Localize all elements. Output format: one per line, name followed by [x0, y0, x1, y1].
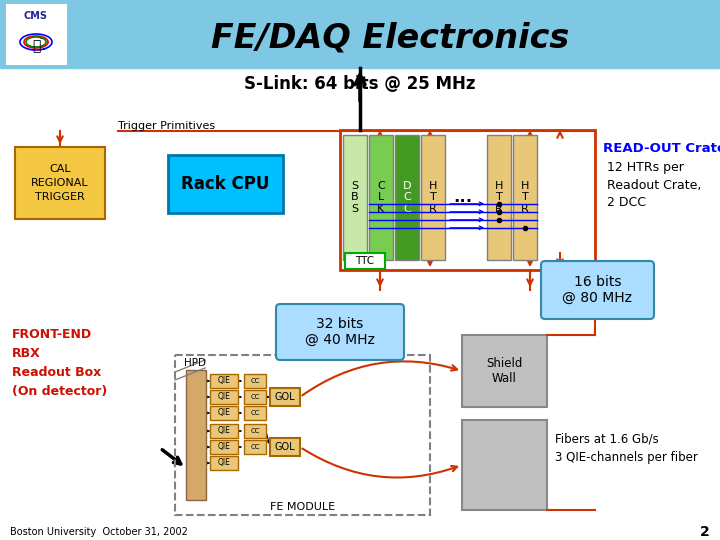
Text: H
T
R: H T R [429, 181, 437, 214]
Bar [210, 456, 238, 470]
Text: TTC: TTC [356, 256, 374, 266]
Bar [210, 424, 238, 438]
Text: Boston University  October 31, 2002: Boston University October 31, 2002 [10, 527, 188, 537]
Text: QIE: QIE [217, 408, 230, 417]
Text: QIE: QIE [217, 458, 230, 468]
Bar [395, 135, 419, 260]
Bar [270, 388, 300, 406]
Text: GOL: GOL [275, 442, 295, 452]
Text: S-Link: 64 bits @ 25 MHz: S-Link: 64 bits @ 25 MHz [244, 75, 476, 93]
Text: CC: CC [251, 410, 260, 416]
Bar [513, 135, 537, 260]
Bar [186, 370, 206, 500]
Text: CC: CC [251, 428, 260, 434]
Bar [244, 374, 266, 388]
Text: QIE: QIE [217, 442, 230, 451]
FancyBboxPatch shape [276, 304, 404, 360]
Text: 32 bits
@ 40 MHz: 32 bits @ 40 MHz [305, 317, 375, 347]
Bar [369, 135, 393, 260]
Text: S
B
S: S B S [351, 181, 359, 214]
Text: 2: 2 [701, 525, 710, 539]
Text: CAL
REGIONAL
TRIGGER: CAL REGIONAL TRIGGER [31, 164, 89, 202]
Text: HPD: HPD [184, 358, 206, 368]
Bar [270, 438, 300, 456]
Text: GOL: GOL [275, 392, 295, 402]
Bar [15, 147, 105, 219]
Bar [168, 155, 283, 213]
Text: D
C
C: D C C [402, 181, 411, 214]
Text: 🔥: 🔥 [32, 39, 40, 53]
Bar [210, 406, 238, 420]
Bar [0, 0, 720, 68]
Text: Rack CPU: Rack CPU [181, 175, 270, 193]
FancyBboxPatch shape [541, 261, 654, 319]
Bar [244, 440, 266, 454]
Text: FE/DAQ Electronics: FE/DAQ Electronics [211, 22, 569, 55]
Text: FRONT-END
RBX
Readout Box
(On detector): FRONT-END RBX Readout Box (On detector) [12, 328, 107, 398]
Bar [462, 420, 547, 510]
Bar [244, 390, 266, 404]
Bar [210, 374, 238, 388]
Text: 16 bits
@ 80 MHz: 16 bits @ 80 MHz [562, 275, 632, 305]
Text: Shield
Wall: Shield Wall [486, 357, 523, 385]
Text: Trigger Primitives: Trigger Primitives [118, 121, 215, 131]
Bar [487, 135, 511, 260]
Bar [210, 440, 238, 454]
Text: QIE: QIE [217, 427, 230, 435]
Text: H
T
R: H T R [495, 181, 503, 214]
Text: 12 HTRs per
Readout Crate,
2 DCC: 12 HTRs per Readout Crate, 2 DCC [607, 160, 701, 210]
Bar [345, 253, 385, 269]
Bar [462, 335, 547, 407]
Text: ...: ... [454, 188, 472, 206]
Text: CC: CC [251, 394, 260, 400]
Text: FE MODULE: FE MODULE [270, 502, 335, 512]
Text: H
T
R: H T R [521, 181, 529, 214]
Bar [175, 355, 430, 515]
Bar [421, 135, 445, 260]
Text: READ-OUT Crate: READ-OUT Crate [603, 141, 720, 154]
Text: Fibers at 1.6 Gb/s
3 QIE-channels per fiber: Fibers at 1.6 Gb/s 3 QIE-channels per fi… [555, 433, 698, 463]
Text: CC: CC [251, 378, 260, 384]
Bar [343, 135, 367, 260]
Text: CC: CC [251, 444, 260, 450]
Text: C
L
K: C L K [377, 181, 385, 214]
Bar [5, 3, 67, 65]
Bar [210, 390, 238, 404]
Bar [340, 130, 595, 270]
Bar [244, 424, 266, 438]
Text: QIE: QIE [217, 376, 230, 386]
Text: CMS: CMS [24, 11, 48, 21]
Text: QIE: QIE [217, 393, 230, 402]
Bar [244, 406, 266, 420]
